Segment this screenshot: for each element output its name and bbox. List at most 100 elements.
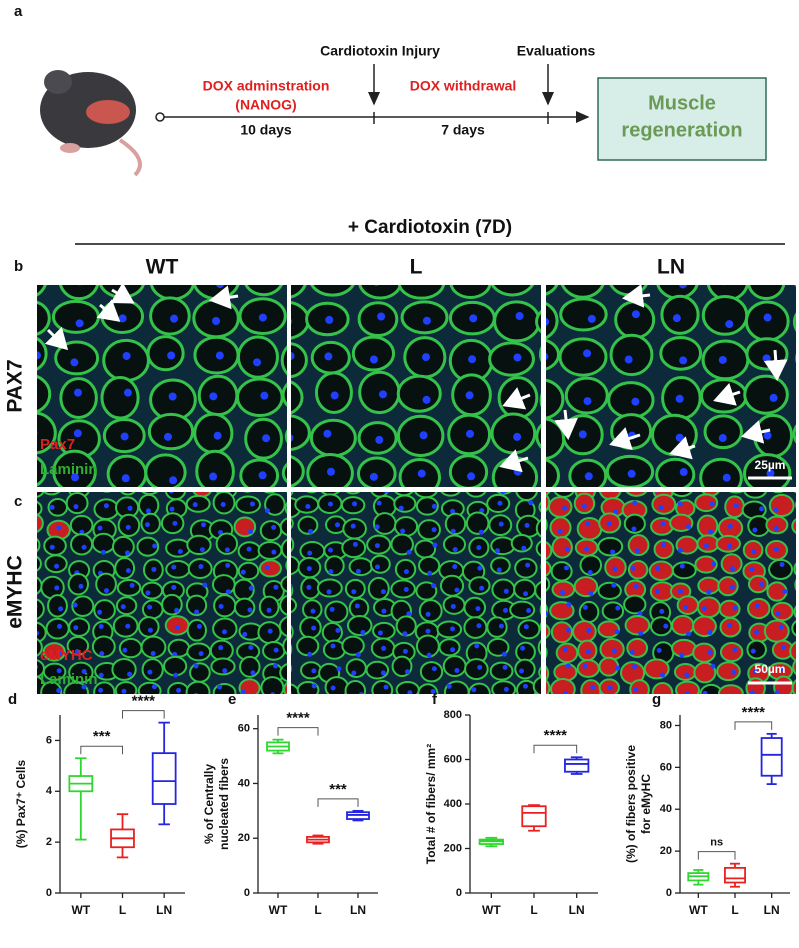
- fiber: [398, 458, 441, 487]
- fiber: [291, 643, 293, 655]
- fiber: [599, 638, 625, 661]
- nucleus: [355, 568, 361, 574]
- fiber: [794, 579, 796, 591]
- nucleus: [152, 543, 158, 549]
- fiber: [239, 655, 261, 678]
- nucleus: [37, 664, 39, 670]
- fiber: [701, 294, 749, 336]
- nucleus: [334, 522, 340, 528]
- nucleus: [218, 603, 224, 609]
- nucleus: [378, 390, 387, 399]
- nucleus: [703, 543, 709, 549]
- fiber: [439, 574, 465, 597]
- fiber: [535, 309, 541, 334]
- nucleus: [683, 604, 689, 610]
- fiber: [37, 555, 42, 572]
- nucleus: [73, 429, 82, 438]
- fiber: [793, 562, 796, 576]
- nucleus: [587, 314, 596, 323]
- fiber: [237, 700, 260, 720]
- fiber: [54, 340, 100, 376]
- nucleus: [330, 391, 339, 400]
- nucleus: [782, 589, 788, 595]
- nucleus: [590, 684, 596, 690]
- nucleus: [103, 588, 109, 594]
- fiber: [37, 500, 43, 517]
- fiber: [553, 662, 578, 682]
- timeline-start: [155, 112, 165, 122]
- fiber: [45, 617, 70, 640]
- panel-label: g: [652, 691, 661, 708]
- nucleus: [266, 607, 272, 613]
- fiber: [367, 576, 390, 601]
- fiber: [37, 456, 47, 487]
- fiber: [291, 285, 307, 299]
- nucleus: [564, 565, 570, 571]
- nucleus: [324, 352, 333, 361]
- fiber: [768, 702, 789, 723]
- nucleus: [584, 546, 590, 552]
- duration: 7 days: [441, 122, 485, 138]
- nucleus: [425, 611, 431, 617]
- nucleus: [374, 543, 380, 549]
- fiber: [419, 661, 444, 683]
- panel-label: b: [14, 258, 23, 275]
- nucleus: [120, 604, 126, 610]
- fiber: [356, 456, 397, 487]
- fiber: [564, 376, 609, 415]
- fiber: [68, 617, 91, 637]
- nucleus: [270, 692, 276, 694]
- nucleus: [255, 274, 263, 282]
- fiber: [348, 701, 369, 717]
- nucleus: [225, 589, 231, 595]
- fiber: [42, 662, 67, 681]
- column-label: LN: [657, 256, 685, 279]
- fiber: [342, 517, 367, 540]
- fiber: [696, 596, 721, 619]
- nucleus: [426, 652, 432, 658]
- micrograph: [291, 285, 541, 487]
- nucleus: [377, 312, 386, 321]
- fiber: [365, 660, 390, 680]
- fiber: [558, 337, 608, 377]
- box: [724, 866, 746, 884]
- nucleus: [732, 708, 737, 713]
- nucleus: [328, 501, 334, 507]
- nucleus: [171, 584, 177, 590]
- panel-label: e: [228, 691, 236, 708]
- nucleus: [27, 312, 35, 320]
- fiber: [324, 555, 345, 577]
- nucleus: [75, 319, 84, 328]
- fiber: [144, 453, 187, 487]
- nucleus: [224, 547, 230, 553]
- nucleus: [54, 563, 60, 569]
- fiber: [791, 679, 796, 694]
- nucleus: [523, 624, 529, 630]
- fiber: [514, 557, 538, 579]
- fiber: [99, 285, 145, 299]
- nucleus: [147, 627, 153, 633]
- nucleus: [56, 650, 62, 656]
- nucleus: [271, 549, 277, 555]
- fiber: [609, 333, 654, 377]
- fiber: [538, 346, 541, 363]
- nucleus: [471, 687, 477, 693]
- nucleus: [311, 668, 317, 674]
- fiber: [576, 659, 600, 678]
- fiber: [67, 573, 90, 596]
- nucleus: [583, 397, 592, 406]
- fiber: [279, 517, 287, 536]
- nucleus: [311, 683, 317, 689]
- nucleus: [422, 316, 431, 325]
- y-tick-label: 0: [456, 887, 462, 899]
- fiber: [351, 335, 396, 372]
- nucleus: [759, 581, 765, 587]
- fiber: [539, 622, 541, 632]
- nucleus: [778, 667, 784, 673]
- fiber: [491, 456, 539, 487]
- fiber: [747, 574, 769, 594]
- nucleus: [657, 693, 662, 694]
- nucleus: [467, 472, 476, 481]
- fiber: [37, 537, 41, 553]
- fiber: [71, 595, 95, 617]
